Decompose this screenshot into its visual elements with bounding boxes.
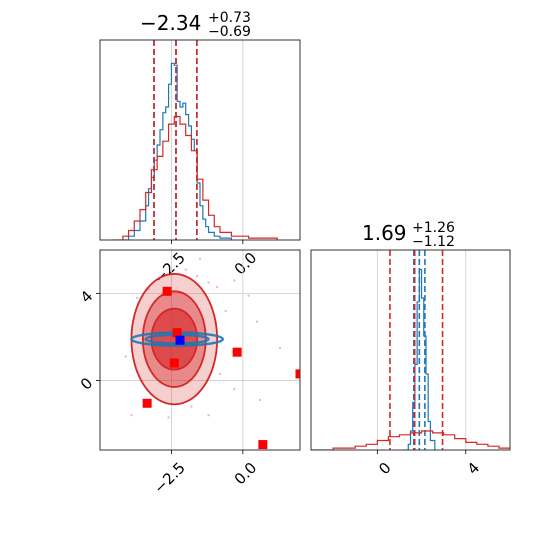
panel-2-title: 1.69 bbox=[362, 221, 407, 245]
density-contour bbox=[150, 307, 199, 371]
sample-point bbox=[167, 416, 170, 419]
sample-point bbox=[198, 257, 202, 260]
sample-point bbox=[190, 405, 193, 408]
axes-frame bbox=[310, 249, 511, 451]
histogram-step-line bbox=[311, 430, 510, 450]
x-tick-label: −2.5 bbox=[150, 459, 188, 497]
histogram-step-line bbox=[122, 62, 233, 240]
sample-point bbox=[278, 346, 282, 350]
title-median: 1.69 bbox=[362, 221, 407, 245]
sample-marker bbox=[142, 398, 152, 408]
sample-marker bbox=[295, 369, 300, 379]
y-tick-label: 4 bbox=[77, 287, 96, 306]
sample-point bbox=[130, 414, 133, 417]
x-tick-label: 0 bbox=[375, 459, 394, 478]
sample-marker bbox=[169, 358, 179, 368]
axes-frame bbox=[99, 39, 301, 241]
x-tick-label: 0.0 bbox=[231, 459, 261, 489]
histogram-step-line bbox=[111, 115, 278, 240]
truth-marker bbox=[175, 335, 185, 345]
sample-point bbox=[215, 285, 219, 289]
title-median: −2.34 bbox=[140, 11, 201, 35]
marginal-histogram-param-1: −2.5 0.0 −2.34 +0.73 −0.69 bbox=[99, 10, 301, 287]
sample-point bbox=[233, 279, 236, 282]
title-upper-error: +1.26 bbox=[412, 220, 455, 236]
title-lower-error: −1.12 bbox=[412, 234, 455, 250]
sample-point bbox=[247, 294, 250, 297]
sample-point bbox=[195, 274, 199, 278]
x-tick-label: 0.0 bbox=[231, 249, 261, 279]
panel-1-title: −2.34 bbox=[140, 11, 201, 35]
sample-point bbox=[124, 355, 127, 358]
axes-frame bbox=[99, 249, 301, 451]
y-tick-label: 0 bbox=[77, 374, 96, 393]
sample-point bbox=[224, 309, 227, 313]
sample-point bbox=[255, 320, 259, 323]
title-lower-error: −0.69 bbox=[208, 24, 251, 40]
sample-point bbox=[218, 372, 222, 376]
sample-marker bbox=[172, 328, 182, 338]
sample-point bbox=[207, 281, 210, 284]
sample-point bbox=[135, 296, 139, 300]
sample-point bbox=[184, 268, 187, 271]
sample-marker bbox=[162, 286, 172, 296]
sample-marker bbox=[232, 347, 242, 357]
title-upper-error: +0.73 bbox=[208, 10, 251, 26]
sample-marker bbox=[258, 440, 268, 450]
sample-point bbox=[207, 414, 210, 417]
sample-point bbox=[233, 387, 236, 391]
joint-scatter-contour: −2.5 0.0 0 4 bbox=[77, 249, 301, 497]
marginal-histogram-param-2: 0 4 1.69 +1.26 −1.12 bbox=[310, 220, 511, 478]
x-tick-label: 4 bbox=[464, 459, 483, 478]
sample-point bbox=[258, 398, 262, 402]
